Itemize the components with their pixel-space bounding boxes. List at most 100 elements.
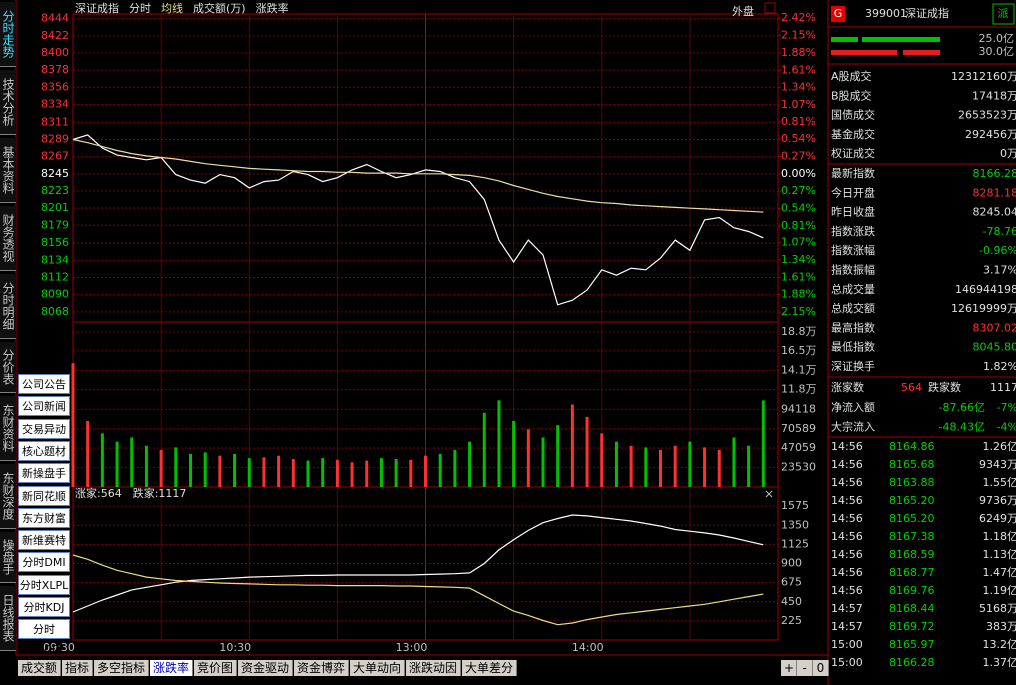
stock-code: 399001 xyxy=(865,7,907,20)
volume-bar xyxy=(482,412,486,487)
side-tab[interactable]: 东财资料 xyxy=(0,396,16,461)
tick-time: 14:56 xyxy=(831,494,863,507)
bottom-tab[interactable]: 涨跌率 xyxy=(150,660,194,676)
tick-price: 8165.97 xyxy=(889,638,935,651)
header-item: 成交额(万) xyxy=(193,1,246,15)
series-line xyxy=(72,134,764,306)
volume-bar xyxy=(247,458,251,487)
side-button[interactable]: 新操盘手 xyxy=(18,463,70,484)
y-tick-label: 8223 xyxy=(41,184,69,197)
side-button[interactable]: 分时KDJ xyxy=(18,597,70,617)
y2-tick-label: 1.07% xyxy=(781,236,816,249)
y2-tick-label: 2.42% xyxy=(781,11,816,24)
side-button[interactable]: 交易异动 xyxy=(18,418,70,439)
stat-label: 最高指数 xyxy=(831,320,875,334)
stat-value: 8045.80 xyxy=(973,341,1016,354)
side-button[interactable]: 新同花顺 xyxy=(18,485,70,506)
tick-time: 14:56 xyxy=(831,512,863,525)
side-tab[interactable]: 东财深度 xyxy=(0,464,16,529)
side-tab[interactable]: 分时明细 xyxy=(0,274,16,339)
badge: G xyxy=(834,7,843,20)
volume-bar xyxy=(203,452,207,487)
volume-bar xyxy=(688,441,692,487)
volume-bar xyxy=(453,449,457,487)
side-button[interactable]: 分时DMI xyxy=(18,552,70,573)
bottom-tab[interactable]: 多空指标 xyxy=(94,660,150,676)
zoom-control[interactable]: 0 xyxy=(813,660,829,676)
y-tick-label: 675 xyxy=(781,576,802,589)
side-tab[interactable]: 操盘手 xyxy=(0,532,16,583)
side-tab[interactable]: 财务透视 xyxy=(0,206,16,271)
bottom-tab[interactable]: 涨跌动因 xyxy=(406,660,462,676)
stat-label: 今日开盘 xyxy=(831,185,875,199)
side-button[interactable]: 公司公告 xyxy=(18,374,70,394)
zoom-control[interactable]: + xyxy=(781,660,797,676)
side-tab[interactable]: 基本资料 xyxy=(0,138,16,203)
volume-bar xyxy=(277,455,281,487)
stat-value: -0.96% xyxy=(979,244,1016,257)
bottom-tab[interactable]: 指标 xyxy=(62,660,94,676)
side-tab[interactable]: 分时走势 xyxy=(0,2,16,67)
tick-volume: 1.37亿 xyxy=(983,656,1016,669)
tick-price: 8167.38 xyxy=(889,530,935,543)
tick-time: 14:56 xyxy=(831,458,863,471)
side-button[interactable]: 新维赛特 xyxy=(18,530,70,551)
side-button[interactable]: 核心题材 xyxy=(18,440,70,461)
bottom-tab[interactable]: 成交额 xyxy=(18,660,62,676)
zoom-control[interactable]: - xyxy=(797,660,813,676)
stat-label: 指数涨跌 xyxy=(831,224,875,238)
bottom-tab[interactable]: 大单动向 xyxy=(350,660,406,676)
y-tick-label: 11.8万 xyxy=(781,383,817,396)
stat-label: 最低指数 xyxy=(831,340,875,354)
bottom-tab[interactable]: 资金博弈 xyxy=(294,660,350,676)
bottom-tab[interactable]: 竞价图 xyxy=(194,660,238,676)
tick-price: 8165.68 xyxy=(889,458,935,471)
bar-label: 30.0亿 xyxy=(979,45,1015,58)
flow-bar xyxy=(903,50,940,55)
y-tick-label: 1350 xyxy=(781,518,809,531)
side-tab[interactable]: 日线报表 xyxy=(0,586,16,651)
volume-bar xyxy=(468,441,472,487)
volume-bar xyxy=(424,455,427,487)
side-tab[interactable]: 技术分析 xyxy=(0,70,16,135)
y-tick-label: 8068 xyxy=(41,305,69,318)
y2-tick-label: 0.54% xyxy=(781,202,816,215)
side-button[interactable]: 公司新闻 xyxy=(18,396,70,417)
flow-bar xyxy=(862,37,940,42)
stat-value: 8307.02 xyxy=(973,321,1016,334)
x-tick-label: 10:30 xyxy=(219,641,251,654)
bottom-tab[interactable]: 资金驱动 xyxy=(238,660,294,676)
volume-bar xyxy=(350,462,354,487)
y2-tick-label: 0.27% xyxy=(781,149,816,162)
side-button[interactable]: 分时MACD xyxy=(18,619,70,656)
volume-bar xyxy=(526,429,530,487)
y2-tick-label: 1.61% xyxy=(781,270,816,283)
volume-bar xyxy=(703,447,707,487)
tick-volume: 1.47亿 xyxy=(983,566,1016,579)
y2-tick-label: 1.88% xyxy=(781,288,816,301)
tick-time: 14:56 xyxy=(831,548,863,561)
flow-value: -48.43亿 xyxy=(939,421,985,434)
side-button[interactable]: 分时XLPL xyxy=(18,574,70,595)
tick-time: 14:56 xyxy=(831,476,863,489)
side-tab[interactable]: 分价表 xyxy=(0,342,16,393)
header-item: 深证成指 xyxy=(75,1,119,15)
tick-volume: 9736万 xyxy=(979,494,1016,507)
y-tick-label: 8311 xyxy=(41,115,69,128)
side-button[interactable]: 东方财富 xyxy=(18,507,70,528)
tick-price: 8168.59 xyxy=(889,548,935,561)
close-icon xyxy=(765,490,773,498)
tick-price: 8169.76 xyxy=(889,584,935,597)
volume-bar xyxy=(71,363,75,487)
tick-volume: 9343万 xyxy=(979,458,1016,471)
bar-label: 25.0亿 xyxy=(979,32,1015,45)
bottom-tab[interactable]: 大单差分 xyxy=(462,660,518,676)
stock-name: 深证成指 xyxy=(905,6,949,20)
tick-time: 15:00 xyxy=(831,656,863,669)
header-item: 分时 xyxy=(129,2,151,15)
y-tick-label: 8400 xyxy=(41,46,69,59)
tick-price: 8165.20 xyxy=(889,494,935,507)
y-tick-label: 450 xyxy=(781,595,802,608)
volume-bar xyxy=(115,441,119,487)
flow-bar xyxy=(831,37,858,42)
